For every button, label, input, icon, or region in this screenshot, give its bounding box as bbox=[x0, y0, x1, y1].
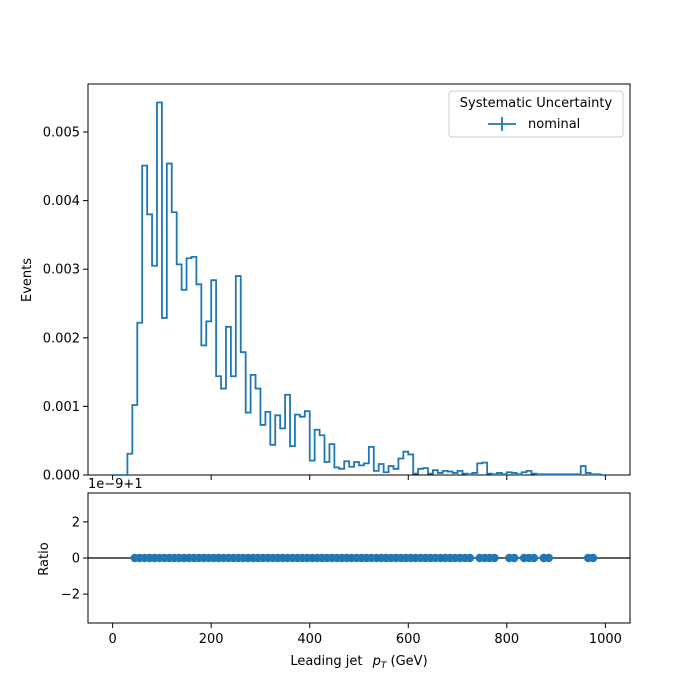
ratio-y-axis-label: Ratio bbox=[37, 542, 52, 575]
x-axis-label: Leading jet pT (GeV) bbox=[290, 654, 427, 671]
x-tick-label: 200 bbox=[199, 632, 224, 647]
ratio-offset-text: 1e−9+1 bbox=[88, 477, 143, 492]
legend: Systematic Uncertainty nominal bbox=[448, 90, 624, 138]
ratio-point bbox=[510, 553, 519, 563]
ratio-y-ticks: −2 0 2 bbox=[61, 515, 88, 603]
legend-entry-nominal: nominal bbox=[528, 117, 580, 132]
main-y-tick-label: 0.005 bbox=[43, 126, 80, 141]
ratio-y-tick-label: 0 bbox=[72, 552, 80, 567]
x-axis-label-subscript: T bbox=[381, 661, 388, 671]
ratio-x-ticks: 0 200 400 600 800 1000 bbox=[108, 623, 622, 647]
histogram-step-line bbox=[112, 101, 606, 476]
main-y-tick-label: 0.000 bbox=[43, 469, 80, 484]
main-y-tick-label: 0.001 bbox=[43, 400, 80, 415]
main-panel: 0.000 0.001 0.002 0.003 0.004 0.005 Events Sy… bbox=[20, 83, 631, 484]
x-tick-label: 1000 bbox=[589, 632, 622, 647]
ratio-point bbox=[544, 553, 553, 563]
main-x-ticks bbox=[112, 475, 606, 480]
legend-title: Systematic Uncertainty bbox=[460, 96, 613, 111]
x-tick-label: 0 bbox=[108, 632, 116, 647]
ratio-panel: −2 0 2 0 200 400 600 800 1000 1e−9+1 Ratio Lead… bbox=[37, 477, 631, 671]
ratio-y-tick-label: −2 bbox=[61, 588, 80, 603]
x-tick-label: 600 bbox=[396, 632, 421, 647]
ratio-point bbox=[588, 553, 598, 563]
ratio-point bbox=[490, 553, 499, 563]
legend-marker-errorbar bbox=[488, 117, 516, 131]
ratio-y-tick-label: 2 bbox=[72, 515, 80, 530]
x-tick-label: 400 bbox=[297, 632, 322, 647]
main-y-ticks: 0.000 0.001 0.002 0.003 0.004 0.005 bbox=[43, 126, 88, 484]
ratio-point bbox=[529, 553, 539, 563]
legend-box bbox=[448, 90, 624, 138]
main-y-tick-label: 0.004 bbox=[43, 194, 80, 209]
x-axis-label-main: Leading jet bbox=[290, 654, 366, 669]
main-axes-frame bbox=[87, 83, 631, 476]
x-tick-label: 800 bbox=[494, 632, 519, 647]
x-axis-label-unit: (GeV) bbox=[386, 654, 427, 669]
main-y-tick-label: 0.002 bbox=[43, 331, 80, 346]
main-y-tick-label: 0.003 bbox=[43, 263, 80, 278]
main-y-axis-label: Events bbox=[20, 258, 35, 302]
ratio-point bbox=[465, 553, 475, 563]
x-axis-label-p: p bbox=[372, 654, 381, 669]
ratio-points bbox=[130, 553, 598, 563]
